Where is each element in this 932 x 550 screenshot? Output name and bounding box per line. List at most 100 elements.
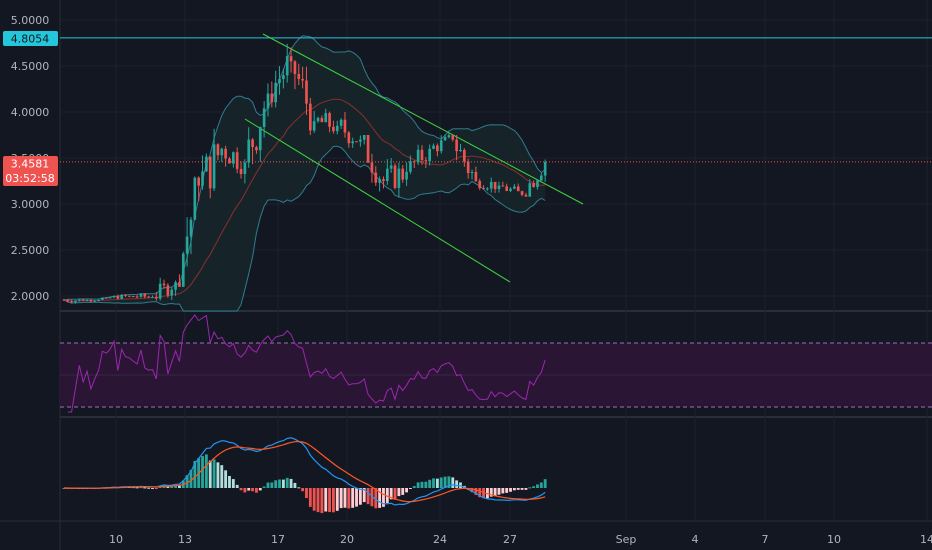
macd-histogram-bar <box>339 488 343 509</box>
candle-body <box>266 93 270 109</box>
candle-body <box>374 172 378 183</box>
candle-body <box>255 147 258 151</box>
macd-histogram-bar <box>474 488 478 495</box>
candle-body <box>155 296 158 299</box>
candle-body <box>70 301 73 303</box>
macd-histogram-bar <box>505 488 509 493</box>
macd-histogram-bar <box>308 488 312 507</box>
candle-body <box>428 148 431 162</box>
candle-body <box>436 145 439 152</box>
candle-body <box>516 186 520 192</box>
candle-body <box>386 168 389 181</box>
candle-body <box>332 126 335 132</box>
candle-body <box>463 149 466 162</box>
candle-body <box>235 152 239 169</box>
price-tick-label: 4.5000 <box>11 60 50 73</box>
time-tick-label: 7 <box>762 533 769 546</box>
macd-histogram-bar <box>428 479 432 488</box>
candle-body <box>324 113 328 123</box>
candle-body <box>120 294 123 299</box>
macd-histogram-bar <box>347 488 351 509</box>
macd-histogram-bar <box>416 482 420 488</box>
macd-histogram-bar <box>224 470 228 488</box>
candle-body <box>285 56 289 76</box>
macd-histogram-bar <box>405 488 408 493</box>
macd-histogram-bar <box>328 488 331 513</box>
channel-upper-trendline[interactable] <box>262 33 584 205</box>
macd-histogram-bar <box>324 488 328 512</box>
candle-body <box>316 117 320 122</box>
candle-body <box>232 152 235 164</box>
macd-histogram-bar <box>212 459 216 488</box>
candle-body <box>170 289 174 296</box>
macd-histogram-bar <box>536 484 539 488</box>
candle-body <box>513 186 516 189</box>
price-tick-label: 2.5000 <box>11 244 50 257</box>
macd-histogram-bar <box>516 488 520 490</box>
macd-histogram-bar <box>189 469 193 488</box>
macd-histogram-bar <box>301 488 305 492</box>
time-tick-label: 10 <box>827 533 841 546</box>
time-tick-label: 27 <box>503 533 517 546</box>
time-axis[interactable]: 10 13 17 20 24 27 Sep 4 7 10 14 <box>109 533 932 546</box>
candle-body <box>447 135 451 138</box>
macd-histogram-bar <box>316 488 320 513</box>
candle-body <box>443 137 447 141</box>
candle-body <box>362 135 366 140</box>
last-price-badge[interactable]: 3.4581 03:52:58 <box>3 156 58 186</box>
time-tick-label: 20 <box>340 533 354 546</box>
bollinger-band-fill <box>63 35 546 312</box>
candle-body <box>532 183 535 188</box>
candle-body <box>258 127 262 151</box>
macd-histogram-bar <box>320 488 324 514</box>
macd-histogram-bar <box>289 478 293 488</box>
channel-lower-trendline[interactable] <box>244 118 511 283</box>
macd-histogram-bar <box>151 487 154 489</box>
macd-histogram-bar <box>270 482 274 488</box>
candle-body <box>359 139 362 142</box>
candle-body <box>497 185 501 190</box>
candle-body <box>524 194 528 197</box>
candle-body <box>416 149 420 163</box>
candle-body <box>439 140 443 152</box>
candle-body <box>393 165 397 188</box>
candle-body <box>301 78 304 81</box>
candle-body <box>351 141 354 144</box>
candle-body <box>486 188 489 190</box>
hline-price-badge[interactable]: 4.8054 <box>3 31 58 46</box>
candle-body <box>432 145 435 149</box>
macd-histogram-bar <box>297 487 301 489</box>
macd-histogram-bar <box>451 477 455 488</box>
candle-body <box>205 156 208 172</box>
candle-body <box>81 299 85 301</box>
candle-body <box>335 125 339 132</box>
price-tick-label: 3.0000 <box>11 198 50 211</box>
candle-body <box>247 139 251 163</box>
macd-histogram-bar <box>166 486 170 488</box>
candle-body <box>158 283 162 299</box>
price-tick-label: 4.0000 <box>11 106 50 119</box>
macd-histogram-bar <box>208 460 212 488</box>
candle-body <box>128 295 131 297</box>
macd-histogram-bar <box>424 481 428 488</box>
macd-histogram-bar <box>455 480 459 488</box>
candle-body <box>378 179 381 183</box>
macd-histogram-bar <box>412 486 416 488</box>
candle-body <box>174 282 177 290</box>
candle-body <box>212 144 216 189</box>
candle-body <box>505 186 508 191</box>
macd-histogram-bar <box>143 487 147 489</box>
macd-histogram-bar <box>266 482 270 488</box>
macd-histogram-bar <box>247 488 251 491</box>
macd-histogram-bar <box>332 488 335 513</box>
price-axis[interactable]: 5.00004.50004.00003.50003.00002.50002.00… <box>11 14 50 303</box>
countdown-label: 03:52:58 <box>5 172 54 185</box>
macd-histogram-bar <box>439 477 443 488</box>
macd-histogram-bar <box>201 456 204 488</box>
candle-body <box>278 79 281 83</box>
macd-histogram-bar <box>228 475 231 488</box>
macd-histogram-bar <box>170 486 174 488</box>
macd-histogram-bar <box>243 488 247 493</box>
candle-body <box>470 171 474 174</box>
